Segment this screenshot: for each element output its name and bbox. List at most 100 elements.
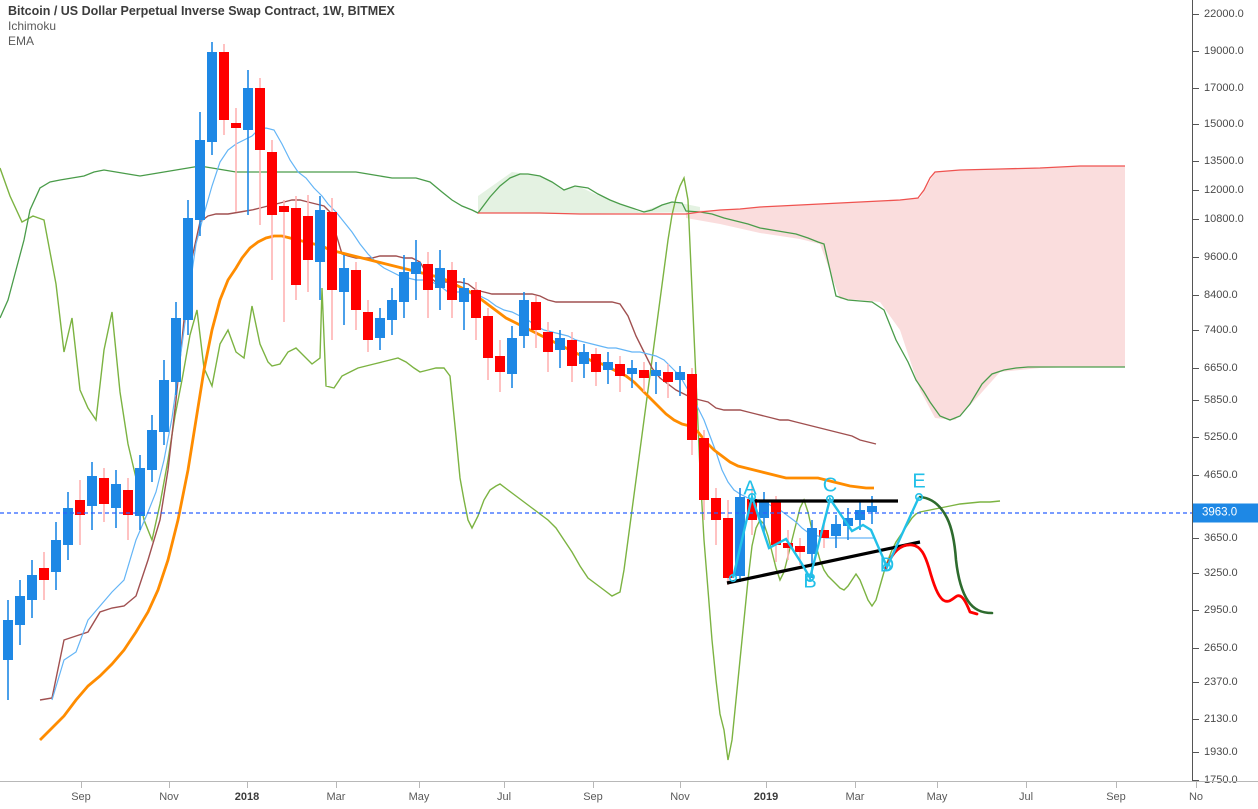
candle-body <box>819 530 829 538</box>
time-axis-tick <box>504 782 505 788</box>
price-axis-tick <box>1193 124 1199 125</box>
candle-body <box>699 438 709 500</box>
candle-body <box>747 499 757 520</box>
current-price-line-layer <box>0 512 1192 514</box>
price-axis-label: 7400.0 <box>1204 324 1238 336</box>
chikou-span-line <box>0 167 1001 761</box>
candle-body <box>423 264 433 290</box>
cloud-green-fill <box>478 172 700 214</box>
price-axis-label: 10800.0 <box>1204 213 1244 225</box>
price-axis-tick <box>1193 573 1199 574</box>
candle-body <box>243 88 253 130</box>
chart-plot-area[interactable]: A B C D E <box>0 0 1192 781</box>
candle-body <box>147 430 157 470</box>
annotation-label-a: A <box>743 477 757 500</box>
candle-body <box>99 478 109 504</box>
time-axis-label: Mar <box>845 791 865 803</box>
pivot-start-marker[interactable] <box>728 573 737 582</box>
price-axis-tick <box>1193 752 1199 753</box>
candle-body <box>603 362 613 370</box>
price-axis-label: 8400.0 <box>1204 289 1238 301</box>
candle-body <box>567 340 577 366</box>
candle-body <box>87 476 97 506</box>
price-axis-tick <box>1193 161 1199 162</box>
candle-body <box>387 300 397 320</box>
candle-body <box>39 568 49 580</box>
ichimoku-cloud-layer <box>478 166 1125 420</box>
candle-body <box>267 152 277 215</box>
price-axis-tick <box>1193 400 1199 401</box>
abcde-polyline[interactable] <box>731 492 921 582</box>
candle-body <box>123 490 133 515</box>
candle-body <box>687 374 697 440</box>
support-trendline[interactable] <box>726 540 921 585</box>
candle-body <box>771 502 781 545</box>
abcde-zigzag[interactable] <box>0 0 1192 781</box>
time-axis-tick <box>766 782 767 788</box>
tenkan-sen-line <box>51 127 874 701</box>
time-axis-label: May <box>408 791 430 803</box>
senkou-span-lines <box>0 165 1125 421</box>
candle-body <box>435 268 445 288</box>
candle-body <box>483 316 493 358</box>
candle-body <box>3 620 13 660</box>
candle-body <box>615 364 625 376</box>
price-axis-tick <box>1193 14 1199 15</box>
pivot-e-marker[interactable] <box>914 492 923 501</box>
candle-body <box>675 372 685 380</box>
time-axis-tick <box>1116 782 1117 788</box>
price-axis-tick <box>1193 610 1199 611</box>
time-axis-label: Jul <box>1018 791 1034 803</box>
price-axis-label: 22000.0 <box>1204 8 1244 20</box>
time-axis-label: Sep <box>583 791 603 803</box>
price-axis-label: 9600.0 <box>1204 251 1238 263</box>
candle-body <box>855 510 865 520</box>
candle-body <box>219 52 229 120</box>
price-axis-label: 2130.0 <box>1204 713 1238 725</box>
annotation-label-c: C <box>822 474 838 497</box>
candle-body <box>411 262 421 274</box>
price-axis-tick <box>1193 257 1199 258</box>
pivot-c-marker[interactable] <box>825 494 834 503</box>
candle-body <box>183 218 193 320</box>
time-axis[interactable]: Sep Nov 2018 Mar May Jul Sep Nov 2019 Mar May Jul Se… <box>0 781 1258 809</box>
time-axis-tick <box>680 782 681 788</box>
pivot-b-marker[interactable] <box>805 573 814 582</box>
annotation-label-b: B <box>803 570 817 593</box>
candle-body <box>831 524 841 536</box>
pivot-d-marker[interactable] <box>882 562 891 571</box>
price-axis-tick <box>1193 437 1199 438</box>
candle-body <box>207 52 217 142</box>
price-axis-tick <box>1193 719 1199 720</box>
price-axis-label: 13500.0 <box>1204 155 1244 167</box>
time-axis-tick <box>336 782 337 788</box>
time-axis-tick <box>855 782 856 788</box>
price-axis[interactable]: 22000.0 19000.0 17000.0 15000.0 13500.0 12000… <box>1192 0 1258 786</box>
price-axis-tick <box>1193 475 1199 476</box>
candlestick-series <box>3 42 877 700</box>
candle-body <box>447 270 457 300</box>
candle-body <box>579 352 589 364</box>
time-axis-label: 2019 <box>753 791 779 803</box>
annotation-label-d: D <box>879 554 895 577</box>
trendline-layer[interactable] <box>0 0 1192 781</box>
candle-body <box>783 543 793 548</box>
candle-body <box>291 208 301 285</box>
price-axis-label: 4650.0 <box>1204 469 1238 481</box>
senkou-a-line <box>0 165 1125 421</box>
time-axis-label: Jul <box>496 791 512 803</box>
pivot-a-marker[interactable] <box>747 492 756 501</box>
time-axis-tick <box>419 782 420 788</box>
projection-layer <box>884 495 994 616</box>
price-axis-tick <box>1193 219 1199 220</box>
candle-body <box>63 508 73 545</box>
price-axis-label: 6650.0 <box>1204 362 1238 374</box>
price-axis-label: 17000.0 <box>1204 82 1244 94</box>
price-axis-tick <box>1193 538 1199 539</box>
candle-body <box>159 380 169 432</box>
annotation-label-e: E <box>912 470 926 493</box>
price-axis-tick <box>1193 780 1199 781</box>
candle-body <box>735 497 745 576</box>
time-axis-label: May <box>926 791 948 803</box>
candle-body <box>15 596 25 625</box>
